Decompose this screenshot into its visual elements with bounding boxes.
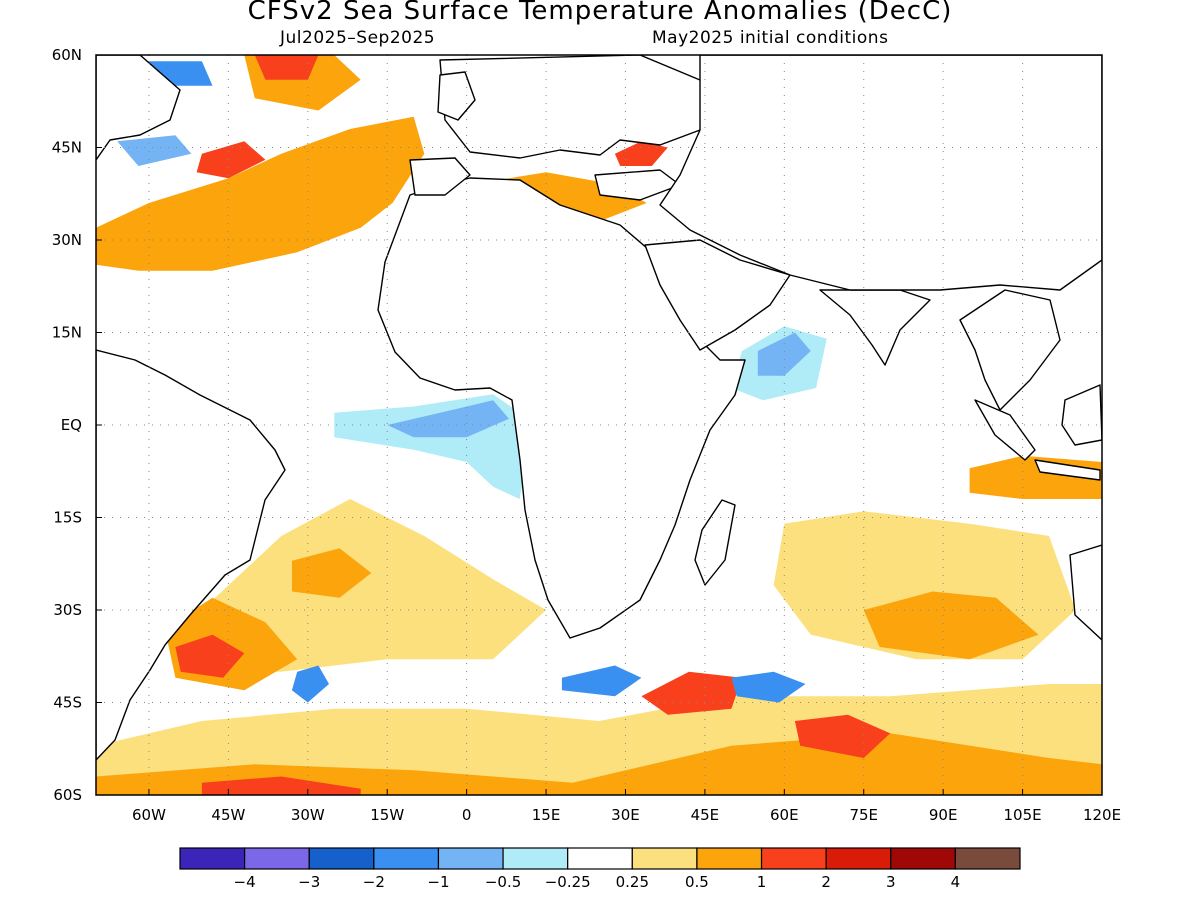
anomaly-region-5	[117, 135, 192, 166]
lat-label: EQ	[61, 416, 82, 434]
anomaly-region-20	[794, 714, 891, 758]
land-masses	[96, 55, 1102, 761]
iberia-land	[409, 157, 471, 196]
anomaly-region-18	[201, 776, 361, 795]
lon-label: 105E	[1004, 806, 1042, 824]
graticule	[96, 54, 1103, 796]
colorbar-label: −0.5	[485, 873, 521, 891]
lon-label: 45W	[211, 806, 245, 824]
colorbar-swatch	[954, 847, 1021, 870]
colorbar-label: 3	[886, 873, 896, 891]
europe-land	[439, 55, 721, 159]
lon-label: 75E	[849, 806, 878, 824]
anomaly-region-9	[387, 400, 509, 438]
map-title: CFSv2 Sea Surface Temperature Anomalies …	[247, 0, 953, 26]
madagascar-land	[694, 499, 736, 586]
axis-labels: 60N 45N 30N 15N EQ 15S 30S 45S 60S 60W 45W 30W 15W 0 1…	[52, 46, 1121, 824]
colorbar-swatch	[631, 847, 698, 870]
anomaly-region-13	[291, 548, 372, 598]
arabia-land	[644, 239, 791, 351]
anomaly-region-4	[138, 61, 213, 86]
india-land	[819, 289, 931, 366]
forecast-period: Jul2025–Sep2025	[280, 28, 436, 48]
south-america-land	[96, 349, 286, 761]
asia-land	[659, 55, 1102, 291]
anomaly-region-12	[201, 499, 547, 672]
anomaly-regions	[96, 55, 1102, 795]
lon-label: 15W	[370, 806, 404, 824]
colorbar-swatch	[244, 847, 310, 870]
colorbar-swatch	[373, 847, 440, 870]
lon-label: 60W	[132, 806, 166, 824]
initial-conditions: May2025 initial conditions	[652, 28, 889, 48]
colorbar-label: −2	[363, 873, 385, 891]
borneo-land	[1061, 384, 1102, 446]
southeast-asia-land	[959, 289, 1061, 411]
anomaly-region-19	[641, 671, 742, 715]
lat-label: 30S	[53, 601, 82, 619]
australia-land	[1069, 544, 1102, 641]
colorbar-label: −4	[234, 873, 256, 891]
colorbar-label: 0.5	[685, 873, 709, 891]
anomaly-region-15	[175, 634, 245, 678]
lon-label: 60E	[770, 806, 799, 824]
anatolia-land	[594, 169, 681, 201]
lat-label: 15N	[52, 324, 82, 342]
british-isles-land	[437, 71, 476, 121]
lat-label: 15S	[53, 509, 82, 527]
colorbar-swatch	[890, 847, 956, 870]
anomaly-region-7	[614, 141, 668, 166]
colorbar-swatch	[308, 847, 375, 870]
colorbar-swatch	[825, 847, 892, 870]
anomaly-region-23	[731, 671, 806, 703]
lon-label: 0	[462, 806, 472, 824]
anomaly-region-2	[254, 55, 319, 80]
lat-label: 60N	[52, 46, 82, 64]
lon-label: 30W	[291, 806, 325, 824]
colorbar-swatch	[696, 847, 763, 870]
anomaly-region-11	[757, 332, 811, 376]
colorbar-swatch	[179, 847, 246, 870]
colorbar-label: −1	[427, 873, 449, 891]
anomaly-region-3	[196, 141, 266, 179]
anomaly-region-21	[291, 665, 329, 703]
colorbar-label: 2	[821, 873, 831, 891]
north-america-land	[96, 55, 181, 161]
colorbar-label: −3	[298, 873, 320, 891]
lat-label: 45N	[52, 139, 82, 157]
sumatra-land	[974, 399, 1036, 461]
anomaly-region-22	[561, 665, 642, 697]
lon-label: 30E	[611, 806, 640, 824]
colorbar-label: 0.25	[616, 873, 649, 891]
colorbar-label: 1	[757, 873, 767, 891]
lon-label: 90E	[929, 806, 958, 824]
lon-label: 120E	[1083, 806, 1121, 824]
colorbar-swatch	[760, 847, 827, 870]
colorbar-swatch	[502, 847, 569, 870]
java-land	[1034, 459, 1101, 481]
anomaly-region-25	[863, 591, 1039, 660]
africa-land	[377, 177, 746, 639]
colorbar-label: −0.25	[545, 873, 591, 891]
colorbar: −4 −3 −2 −1 −0.5 −0.25 0.25 0.5 1 2 3 4	[179, 847, 1021, 891]
colorbar-swatch	[437, 847, 504, 870]
colorbar-swatch	[567, 847, 633, 870]
colorbar-label: 4	[951, 873, 961, 891]
lat-label: 45S	[53, 694, 82, 712]
lat-label: 30N	[52, 231, 82, 249]
lon-label: 45E	[691, 806, 720, 824]
lon-label: 15E	[532, 806, 561, 824]
anomaly-region-0	[96, 116, 425, 271]
lat-label: 60S	[53, 786, 82, 804]
